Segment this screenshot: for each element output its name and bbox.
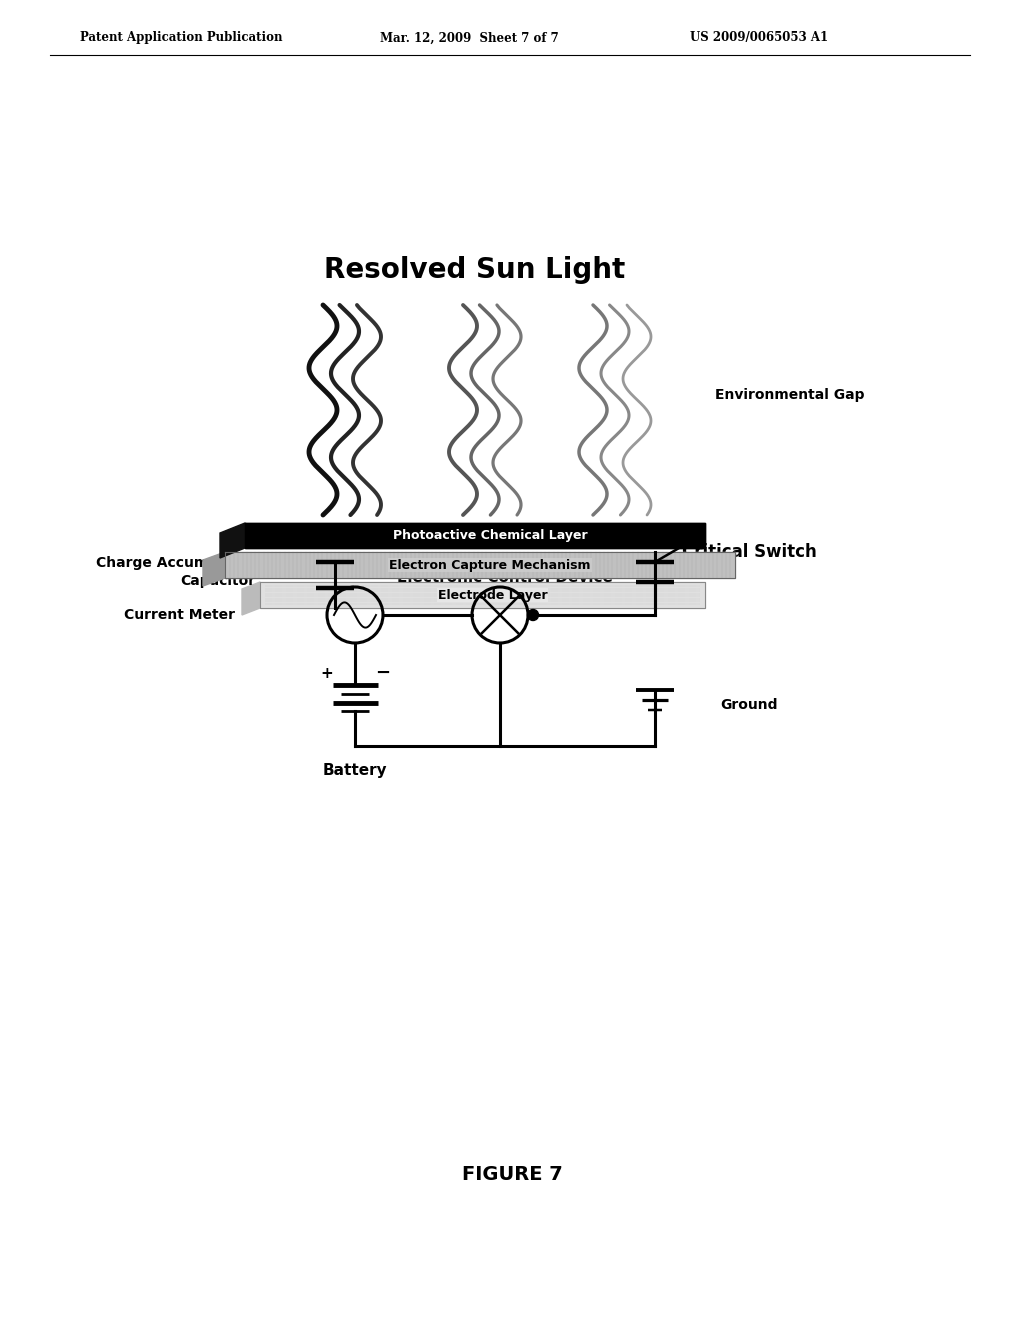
Text: +: + bbox=[321, 665, 334, 681]
Text: Battery: Battery bbox=[323, 763, 387, 779]
Circle shape bbox=[527, 610, 539, 620]
Polygon shape bbox=[260, 582, 705, 609]
Text: Photoactive Chemical Layer: Photoactive Chemical Layer bbox=[392, 529, 588, 543]
Text: US 2009/0065053 A1: US 2009/0065053 A1 bbox=[690, 32, 828, 45]
Text: Patent Application Publication: Patent Application Publication bbox=[80, 32, 283, 45]
Text: −: − bbox=[376, 664, 390, 682]
Text: Mar. 12, 2009  Sheet 7 of 7: Mar. 12, 2009 Sheet 7 of 7 bbox=[380, 32, 559, 45]
Text: Environmental Gap: Environmental Gap bbox=[715, 388, 864, 403]
Text: Electrode Layer: Electrode Layer bbox=[437, 589, 547, 602]
Text: Electron Capture Mechanism: Electron Capture Mechanism bbox=[389, 558, 591, 572]
Polygon shape bbox=[245, 523, 705, 548]
Text: Charge Accumulator
Capacitor: Charge Accumulator Capacitor bbox=[95, 556, 255, 587]
Text: Current Meter: Current Meter bbox=[124, 609, 234, 622]
Text: Ground: Ground bbox=[720, 698, 777, 711]
Polygon shape bbox=[242, 582, 260, 615]
Text: Critical Switch: Critical Switch bbox=[682, 543, 817, 561]
Text: FIGURE 7: FIGURE 7 bbox=[462, 1166, 562, 1184]
Text: Electronic Control Device: Electronic Control Device bbox=[397, 570, 613, 586]
Text: Resolved Sun Light: Resolved Sun Light bbox=[325, 256, 626, 284]
Polygon shape bbox=[203, 552, 225, 586]
Polygon shape bbox=[220, 523, 245, 558]
Polygon shape bbox=[225, 552, 735, 578]
